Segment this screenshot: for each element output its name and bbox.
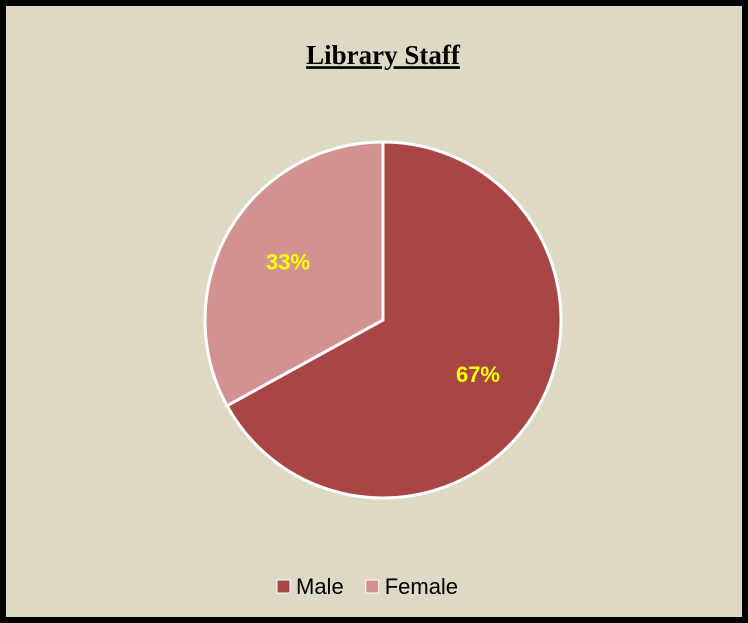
chart-title: Library Staff	[306, 40, 461, 70]
data-label: 67%	[456, 362, 500, 387]
legend-swatch	[365, 579, 380, 594]
legend-label: Female	[385, 574, 458, 599]
legend-swatch	[276, 579, 291, 594]
data-label: 33%	[266, 250, 310, 275]
legend-label: Male	[296, 574, 344, 599]
pie-slice	[203, 140, 385, 408]
pie-slice	[224, 140, 563, 500]
